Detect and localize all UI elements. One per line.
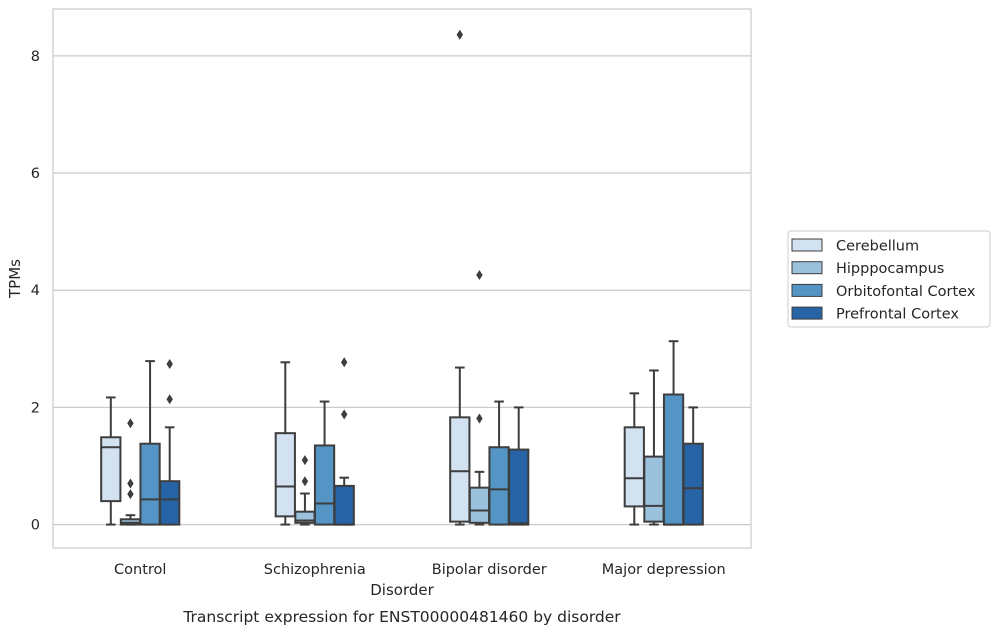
plot-frame (52, 8, 752, 549)
box-2-2 (488, 400, 510, 526)
box-2-0 (449, 29, 471, 526)
x-tick-labels: Control Schizophrenia Bipolar disorder Majo… (114, 562, 726, 578)
box-2-1 (468, 269, 491, 526)
box-1-3 (333, 357, 355, 526)
box-3-3 (682, 406, 704, 526)
outlier-point (476, 413, 483, 424)
box-body (313, 444, 336, 526)
box-body (139, 442, 161, 526)
legend-swatch (791, 283, 823, 297)
y-tick-labels: 0 2 4 6 8 (31, 49, 40, 534)
legend-frame (787, 230, 991, 328)
outlier-point (166, 394, 173, 405)
outlier-point (476, 269, 483, 280)
outlier-point (301, 476, 309, 487)
box-body (449, 416, 471, 523)
box-2-3 (508, 406, 530, 526)
outlier-point (301, 455, 309, 466)
box-body (159, 480, 181, 526)
box-3-2 (662, 340, 685, 526)
outlier-point (456, 29, 464, 40)
y-tick-label: 4 (31, 283, 40, 299)
box-0-2 (139, 360, 161, 526)
box-body (100, 436, 122, 503)
box-body (662, 393, 685, 526)
box-3-1 (643, 369, 665, 526)
x-tick-label: Control (114, 562, 166, 578)
legend-swatch (791, 238, 823, 252)
chart-title: Transcript expression for ENST0000048146… (182, 608, 621, 626)
outlier-point (127, 489, 134, 500)
legend-swatch (791, 306, 823, 320)
box-body (508, 448, 530, 526)
box-groups (100, 29, 704, 526)
box-0-3 (159, 359, 181, 526)
outlier-point (127, 478, 134, 489)
x-tick-label: Schizophrenia (264, 562, 366, 578)
legend-label: Hipppocampus (836, 261, 944, 277)
box-body (682, 442, 704, 526)
outlier-point (340, 357, 348, 368)
y-tick-label: 0 (31, 518, 40, 534)
y-tick-label: 2 (31, 400, 40, 416)
outlier-point (127, 418, 134, 429)
box-body (623, 426, 645, 508)
box-body (488, 446, 510, 526)
outlier-point (340, 409, 348, 420)
box-1-2 (313, 400, 336, 526)
box-body (274, 432, 296, 518)
box-body (643, 455, 665, 523)
legend-swatch (791, 261, 823, 275)
legend: Cerebellum Hipppocampus Orbitofontal Corte… (787, 230, 991, 328)
box-body (333, 484, 355, 526)
y-axis-label: TPMs (6, 259, 24, 299)
box-0-0 (100, 396, 122, 526)
box-3-0 (623, 392, 645, 526)
box-1-1 (294, 455, 316, 526)
legend-label: Orbitofontal Cortex (836, 284, 976, 300)
legend-label: Cerebellum (836, 239, 919, 255)
x-tick-label: Bipolar disorder (432, 562, 547, 578)
x-axis-label: Disorder (370, 581, 434, 599)
outlier-point (166, 359, 173, 370)
box-body (468, 486, 491, 524)
y-tick-label: 8 (31, 49, 40, 65)
y-tick-label: 6 (31, 166, 40, 182)
box-1-0 (274, 361, 296, 526)
x-tick-label: Major depression (602, 562, 726, 578)
legend-label: Prefrontal Cortex (836, 307, 959, 323)
box-0-1 (119, 418, 142, 526)
